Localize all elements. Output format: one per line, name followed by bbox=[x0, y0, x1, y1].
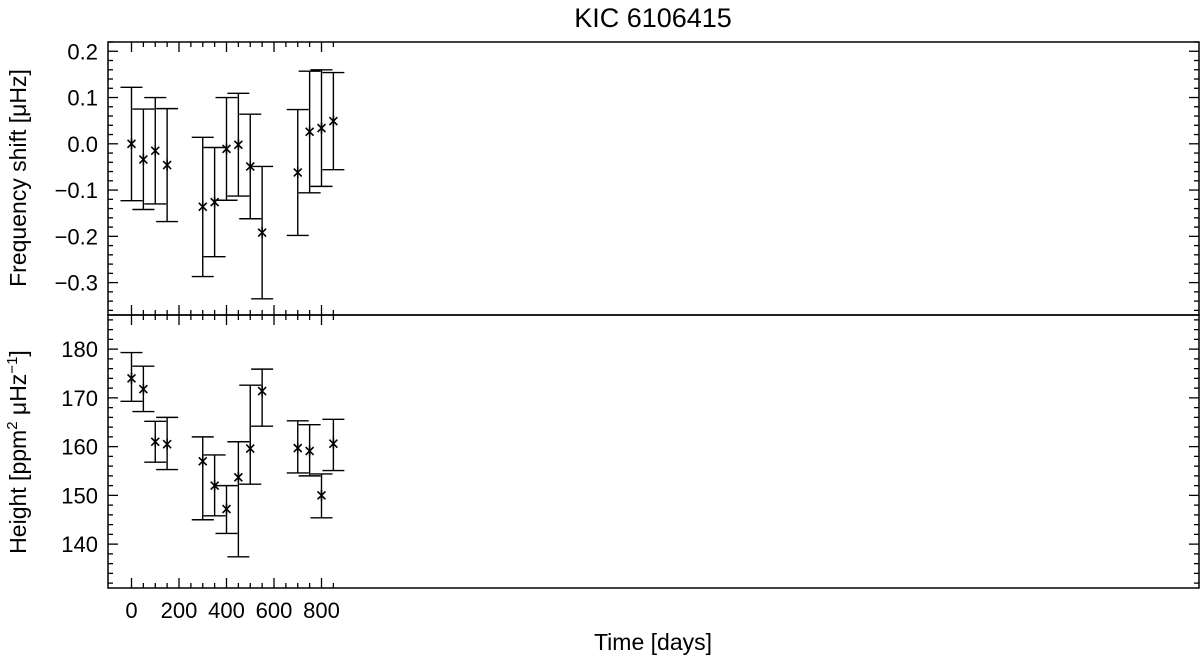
frequency-shift-data-point bbox=[221, 143, 232, 155]
height-data-point bbox=[221, 503, 232, 515]
x-axis-label: Time [days] bbox=[594, 629, 712, 655]
height-y-tick-label: 180 bbox=[61, 337, 98, 362]
frequency-shift-data-point bbox=[233, 139, 243, 151]
frequency-shift-data-point bbox=[293, 166, 303, 178]
height-data-point bbox=[150, 436, 160, 448]
frequency-shift-data-point bbox=[210, 196, 220, 208]
height-y-tick-label: 160 bbox=[61, 435, 98, 460]
frequency-shift-data-point bbox=[138, 154, 148, 166]
height-y-tick-label: 140 bbox=[61, 532, 98, 557]
chart-title: KIC 6106415 bbox=[574, 3, 732, 33]
frequency-shift-data-point bbox=[257, 227, 267, 239]
x-tick-label: 400 bbox=[208, 598, 245, 623]
height-y-axis-label: Height [ppm2 μHz−1] bbox=[4, 350, 31, 554]
frequency-shift-y-tick-label: −0.3 bbox=[55, 271, 98, 296]
frequency-shift-y-tick-label: 0.2 bbox=[67, 39, 98, 64]
height-data-point bbox=[316, 489, 327, 501]
height-data-point bbox=[126, 372, 137, 384]
height-data-point bbox=[328, 438, 338, 450]
height-data-point bbox=[305, 445, 315, 457]
frequency-shift-data-point bbox=[150, 145, 160, 157]
height-data-point bbox=[245, 443, 255, 455]
x-tick-label: 200 bbox=[161, 598, 198, 623]
height-data-point bbox=[138, 383, 148, 395]
frequency-shift-y-axis-label: Frequency shift [μHz] bbox=[5, 69, 31, 287]
height-data-point bbox=[293, 442, 303, 454]
frequency-shift-y-tick-label: 0.1 bbox=[67, 86, 98, 111]
height-data-point bbox=[233, 471, 243, 483]
height-data-point bbox=[257, 385, 267, 397]
x-tick-label: 800 bbox=[303, 598, 340, 623]
frequency-shift-data-point bbox=[245, 160, 255, 172]
frequency-shift-y-tick-label: −0.2 bbox=[55, 224, 98, 249]
frequency-shift-data-point bbox=[305, 126, 315, 138]
frequency-shift-data-point bbox=[162, 159, 172, 171]
frequency-shift-y-tick-label: 0.0 bbox=[67, 132, 98, 157]
frequency-shift-plot-frame bbox=[107, 41, 1200, 316]
height-y-tick-label: 170 bbox=[61, 386, 98, 411]
frequency-shift-y-tick-label: −0.1 bbox=[55, 178, 98, 203]
height-data-point bbox=[162, 438, 172, 450]
frequency-shift-data-point bbox=[198, 201, 208, 213]
height-y-tick-label: 150 bbox=[61, 483, 98, 508]
frequency-shift-data-point bbox=[316, 122, 327, 134]
frequency-shift-data-point bbox=[126, 138, 137, 150]
height-panel: Height [ppm2 μHz−1] Time [days] 0 200 400 6… bbox=[4, 314, 1200, 655]
height-data-point bbox=[198, 455, 208, 467]
height-data-point bbox=[210, 480, 220, 492]
frequency-shift-panel: Frequency shift [μHz] 0.2 0.1 0.0 −0.1 −0.2 −… bbox=[5, 39, 1200, 316]
x-tick-label: 600 bbox=[256, 598, 293, 623]
height-plot-frame bbox=[107, 314, 1200, 589]
frequency-shift-data-point bbox=[328, 115, 338, 127]
x-tick-label: 0 bbox=[125, 598, 137, 623]
